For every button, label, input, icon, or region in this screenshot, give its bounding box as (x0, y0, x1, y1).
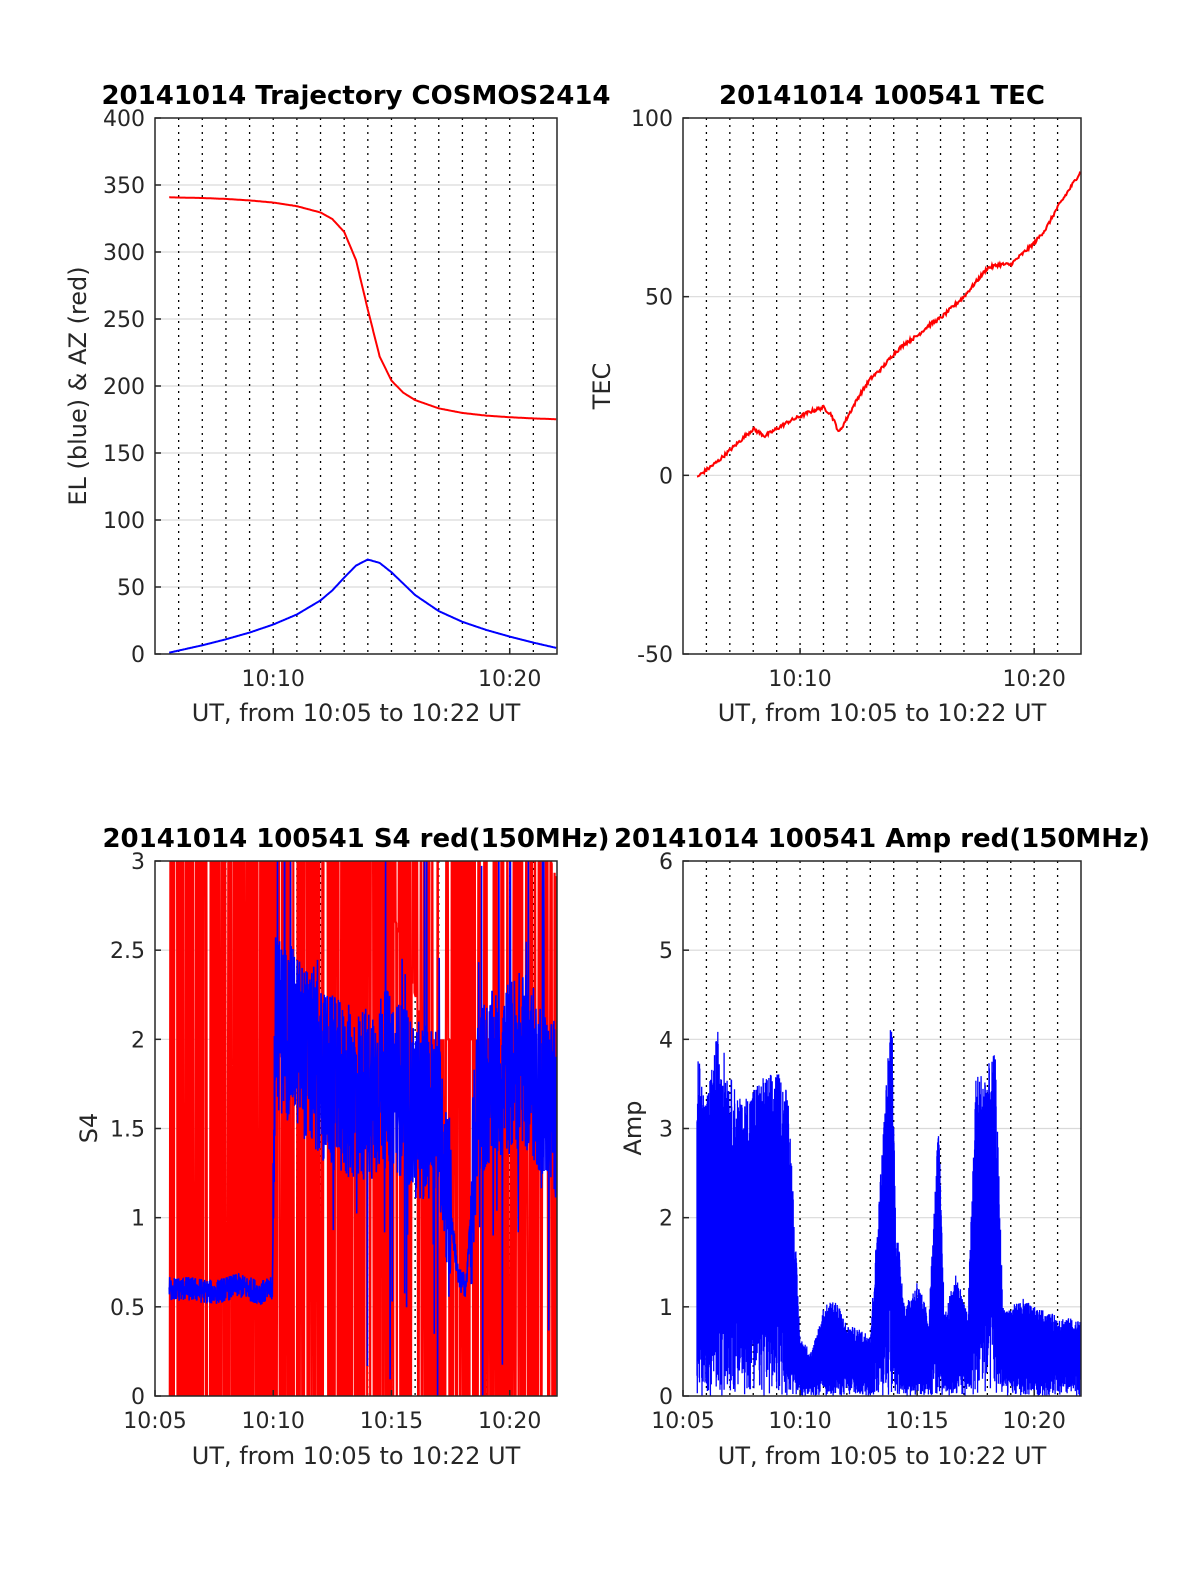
amp-ytick-label: 6 (659, 850, 673, 875)
s4-xtick-label: 10:15 (360, 1409, 423, 1434)
amp-ytick-label: 2 (659, 1207, 673, 1232)
tec-grid (683, 118, 1081, 654)
amp-xtick-label: 10:10 (768, 1409, 831, 1434)
tec-axes-box (682, 117, 1082, 655)
s4-series-red (168, 861, 557, 1396)
amp-ylabel: Amp (619, 1100, 647, 1155)
trajectory-data (168, 196, 557, 654)
tec-ylabel: TEC (588, 363, 616, 411)
s4-ytick-label: 1 (131, 1207, 145, 1232)
amp-ytick-label: 4 (659, 1028, 673, 1053)
trajectory-ytick-label: 100 (103, 509, 145, 534)
trajectory-ytick-label: 200 (103, 375, 145, 400)
trajectory-xtick-label: 10:20 (478, 667, 541, 692)
panel-s4: 10:05 10:10 10:15 10:20 0 0.5 1 1.5 2 2.5 3 201410… (75, 824, 610, 1470)
s4-xtick-label: 10:20 (478, 1409, 541, 1434)
tec-ytick-label: 100 (631, 107, 673, 132)
s4-ytick-label: 0 (131, 1385, 145, 1410)
s4-title: 20141014 100541 S4 red(150MHz) (102, 824, 609, 854)
tec-series-red (696, 171, 1081, 478)
amp-axes: 10:05 10:10 10:15 10:20 0 1 2 3 4 5 6 (651, 850, 1082, 1434)
trajectory-ytick-label: 350 (103, 174, 145, 199)
trajectory-series-blue (168, 558, 557, 654)
panel-trajectory: 10:10 10:20 0 50 100 150 200 250 300 350 400 20141… (64, 81, 611, 727)
trajectory-ytick-label: 0 (131, 643, 145, 668)
trajectory-grid (155, 118, 557, 654)
amp-xlabel: UT, from 10:05 to 10:22 UT (718, 1442, 1047, 1470)
trajectory-ytick-label: 150 (103, 442, 145, 467)
amp-ytick-label: 1 (659, 1296, 673, 1321)
amp-ytick-label: 0 (659, 1385, 673, 1410)
trajectory-title: 20141014 Trajectory COSMOS2414 (101, 81, 610, 111)
tec-axes: 10:10 10:20 -50 0 50 100 (631, 107, 1082, 692)
s4-ytick-label: 3 (131, 850, 145, 875)
amp-xtick-label: 10:15 (885, 1409, 948, 1434)
amp-title: 20141014 100541 Amp red(150MHz) (614, 824, 1150, 854)
s4-ylabel: S4 (75, 1113, 103, 1144)
tec-xtick-label: 10:20 (1002, 667, 1065, 692)
s4-series-blue (168, 861, 557, 1396)
s4-axes: 10:05 10:10 10:15 10:20 0 0.5 1 1.5 2 2.5 3 (110, 850, 558, 1434)
trajectory-series-red (169, 196, 557, 421)
s4-xlabel: UT, from 10:05 to 10:22 UT (192, 1442, 521, 1470)
trajectory-ytick-label: 250 (103, 308, 145, 333)
trajectory-ylabel: EL (blue) & AZ (red) (64, 266, 92, 505)
amp-xtick-label: 10:05 (651, 1409, 714, 1434)
s4-data (168, 861, 557, 1396)
tec-xlabel: UT, from 10:05 to 10:22 UT (718, 699, 1047, 727)
tec-data (696, 171, 1081, 478)
tec-xtick-label: 10:10 (768, 667, 831, 692)
s4-xtick-label: 10:05 (123, 1409, 186, 1434)
amp-ytick-label: 5 (659, 939, 673, 964)
amp-ytick-label: 3 (659, 1118, 673, 1143)
s4-ytick-label: 1.5 (110, 1118, 145, 1143)
tec-ytick-label: -50 (637, 643, 673, 668)
s4-ytick-label: 0.5 (110, 1296, 145, 1321)
trajectory-ytick-label: 50 (117, 576, 145, 601)
trajectory-xlabel: UT, from 10:05 to 10:22 UT (192, 699, 521, 727)
tec-ytick-label: 50 (645, 286, 673, 311)
trajectory-axes: 10:10 10:20 0 50 100 150 200 250 300 350 400 (103, 107, 558, 692)
tec-title: 20141014 100541 TEC (719, 81, 1045, 111)
tec-ytick-label: 0 (659, 464, 673, 489)
trajectory-xtick-label: 10:10 (242, 667, 305, 692)
amp-data (696, 1030, 1081, 1396)
s4-ytick-label: 2.5 (110, 939, 145, 964)
trajectory-ytick-label: 400 (103, 107, 145, 132)
amp-series-blue (696, 1030, 1081, 1396)
s4-xtick-label: 10:10 (242, 1409, 305, 1434)
s4-ytick-label: 2 (131, 1028, 145, 1053)
amp-xtick-label: 10:20 (1002, 1409, 1065, 1434)
trajectory-ytick-label: 300 (103, 241, 145, 266)
panel-amp: 10:05 10:10 10:15 10:20 0 1 2 3 4 5 6 20141014 100… (614, 824, 1150, 1470)
